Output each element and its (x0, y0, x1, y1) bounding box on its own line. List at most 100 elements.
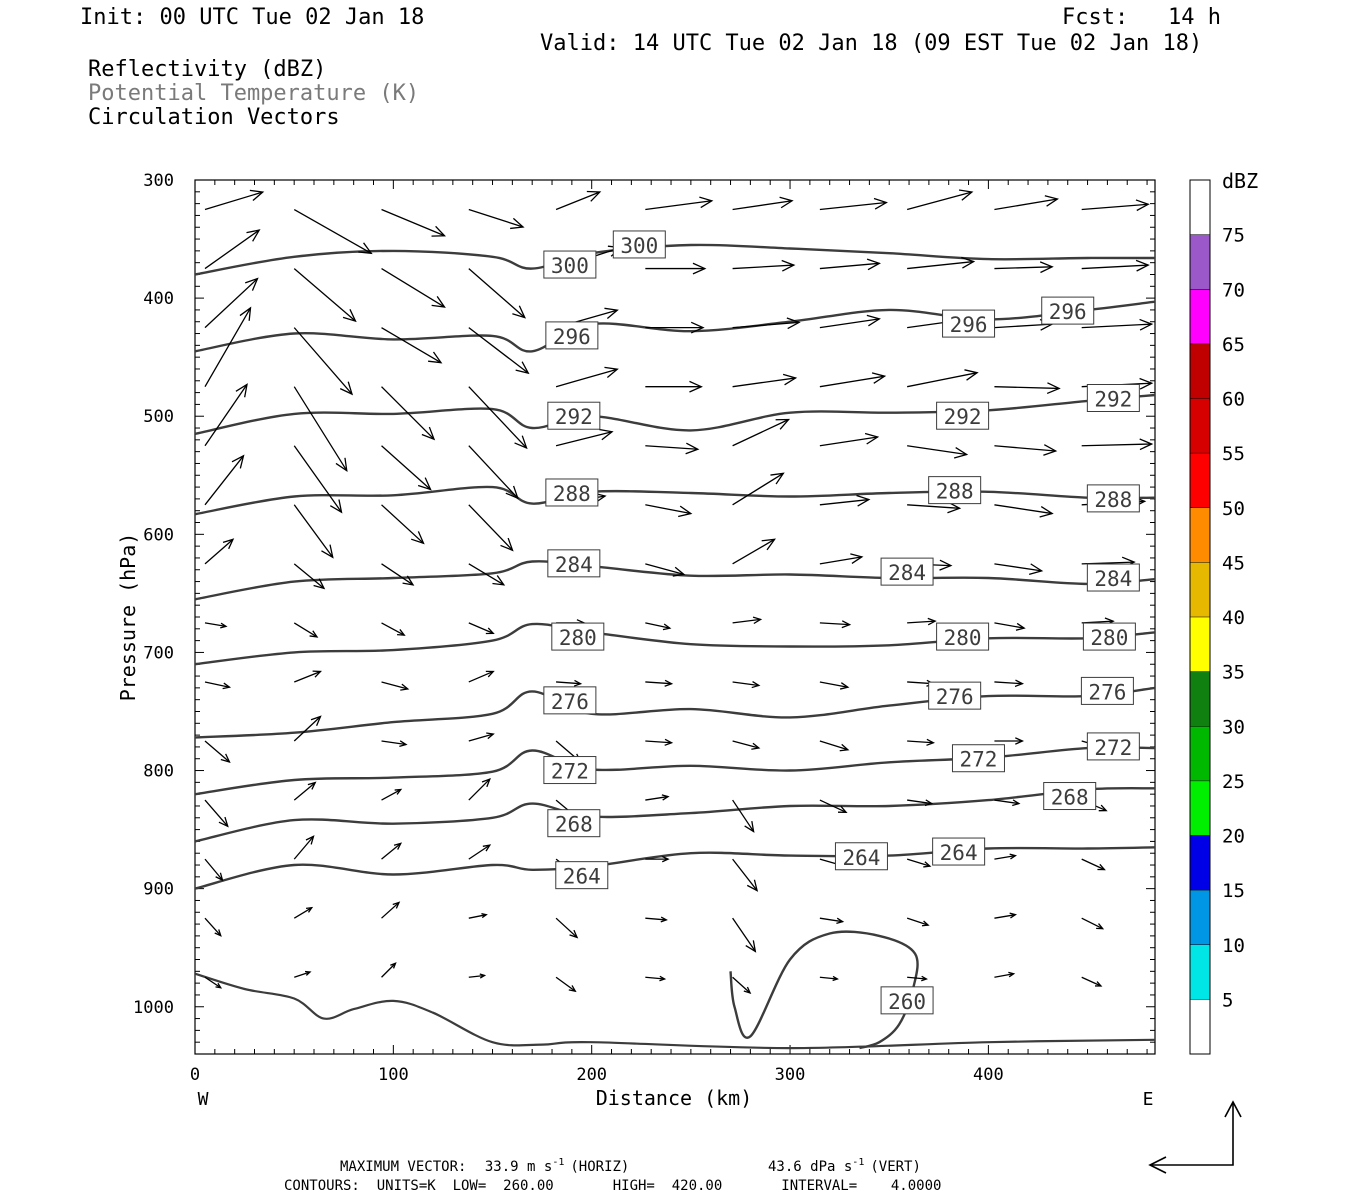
circulation-vector (204, 306, 252, 388)
circulation-vector (381, 445, 432, 491)
circulation-vector (906, 917, 930, 927)
contour-label: 292 (547, 401, 601, 430)
theta-contour-260 (729, 930, 919, 1050)
contour-label-value: 292 (555, 405, 593, 429)
contour-label: 264 (555, 861, 609, 890)
contour-label-value: 284 (888, 561, 926, 585)
legend-bin (1190, 398, 1210, 454)
legend-tick-label: 65 (1222, 334, 1245, 356)
circulation-vector (819, 314, 881, 329)
circulation-vector (468, 973, 487, 979)
circulation-vector (468, 844, 492, 860)
contour-label: 288 (1086, 484, 1140, 513)
contour-label: 276 (1080, 676, 1134, 705)
circulation-vector (381, 208, 447, 237)
theta-contour-280 (195, 622, 1155, 666)
legend-tick-label: 15 (1222, 880, 1245, 902)
circulation-vector (645, 679, 674, 687)
y-tick-label: 700 (143, 643, 174, 663)
circulation-vector (732, 681, 761, 689)
plot-frame (194, 179, 1156, 1055)
circulation-vector (732, 259, 796, 272)
contour-label: 272 (951, 744, 1005, 773)
legend-bin (1190, 180, 1210, 235)
circulation-vector (468, 732, 495, 742)
circulation-vector (819, 432, 880, 447)
contour-label: 268 (547, 809, 601, 838)
x-tick-label: 0 (190, 1065, 200, 1085)
legend-tick-label: 5 (1222, 989, 1233, 1011)
circulation-vector (645, 321, 705, 334)
circulation-vector (468, 268, 527, 319)
circulation-vector (204, 383, 248, 447)
circulation-vector (204, 622, 228, 629)
max-vector-horiz-value: 33.9 m s (485, 1159, 552, 1175)
max-vector-vert-value: 43.6 dPa s (768, 1159, 852, 1175)
circulation-vector (204, 740, 231, 764)
theta-contour-272 (195, 746, 1155, 796)
circulation-vector (645, 380, 703, 393)
circulation-vector (381, 504, 425, 545)
footer-contours: CONTOURS: UNITS=K LOW= 260.00 HIGH= 420.… (284, 1178, 941, 1194)
contour-label: 300 (612, 230, 666, 259)
contour-label: 288 (545, 478, 599, 507)
contour-label: 272 (1086, 732, 1140, 761)
circulation-vector (994, 261, 1054, 274)
x-tick-label: 200 (576, 1065, 607, 1085)
circulation-vector (907, 445, 969, 459)
contour-label: 280 (1082, 622, 1136, 651)
circulation-vector (819, 553, 864, 565)
circulation-vector (555, 190, 602, 211)
circulation-vector (204, 454, 245, 506)
contour-label-value: 276 (551, 690, 589, 714)
circulation-vector (381, 563, 415, 586)
valid-time: Valid: 14 UTC Tue 02 Jan 18 (09 EST Tue … (540, 31, 1203, 56)
circulation-vector (1081, 976, 1103, 987)
circulation-vector (555, 976, 577, 993)
theta-contours (195, 243, 1155, 1050)
circulation-vector (819, 975, 839, 982)
contour-label-value: 264 (563, 865, 601, 889)
circulation-vector (907, 369, 979, 388)
legend-title: dBZ (1222, 169, 1258, 193)
circulation-vector (645, 262, 707, 275)
circulation-vector (994, 912, 1017, 919)
circulation-vector (645, 563, 686, 577)
circulation-vector (732, 858, 759, 892)
contour-label: 264 (834, 842, 888, 871)
circulation-vector (1081, 199, 1150, 212)
legend-bin (1190, 289, 1210, 344)
contour-label: 284 (1086, 563, 1140, 592)
y-tick-label: 300 (143, 171, 174, 191)
theta-contour-276 (195, 686, 1155, 739)
contour-label-value: 288 (553, 482, 591, 506)
circulation-vector (1081, 438, 1154, 451)
circulation-vector (293, 715, 322, 742)
circulation-vector (468, 777, 491, 801)
circulation-vector (293, 563, 326, 590)
circulation-vector (204, 229, 261, 270)
circulation-vector (555, 917, 579, 939)
field-circulation-vectors: Circulation Vectors (88, 105, 340, 130)
theta-contour-288 (195, 485, 1155, 516)
legend-bin (1190, 507, 1210, 563)
contour-label-value: 276 (1088, 680, 1126, 704)
svg-text:MAXIMUM VECTOR: 33.9 m s: MAXIMUM VECTOR: 33.9 m s-1 (HORIZ) (340, 1157, 629, 1175)
legend-tick-label: 70 (1222, 279, 1245, 301)
y-tick-label: 500 (143, 407, 174, 427)
max-vector-horiz-unit: (HORIZ) (570, 1159, 629, 1175)
circulation-vector (293, 445, 343, 514)
circulation-vector (732, 196, 794, 211)
max-vector-vert-sup: -1 (852, 1157, 864, 1168)
legend-bin (1190, 617, 1210, 672)
circulation-vector (645, 975, 667, 982)
legend-bin (1190, 944, 1210, 1000)
legend-tick-label: 75 (1222, 225, 1245, 247)
circulation-vector (204, 976, 223, 989)
surface-line-group (195, 972, 1155, 1050)
contour-label: 280 (936, 622, 990, 651)
dbz-color-legend: 75 70 65 60 55 50 45 40 35 30 25 20 15 10 5 (1189, 179, 1245, 1055)
circulation-vector (1081, 259, 1150, 272)
contour-label: 260 (880, 986, 934, 1015)
